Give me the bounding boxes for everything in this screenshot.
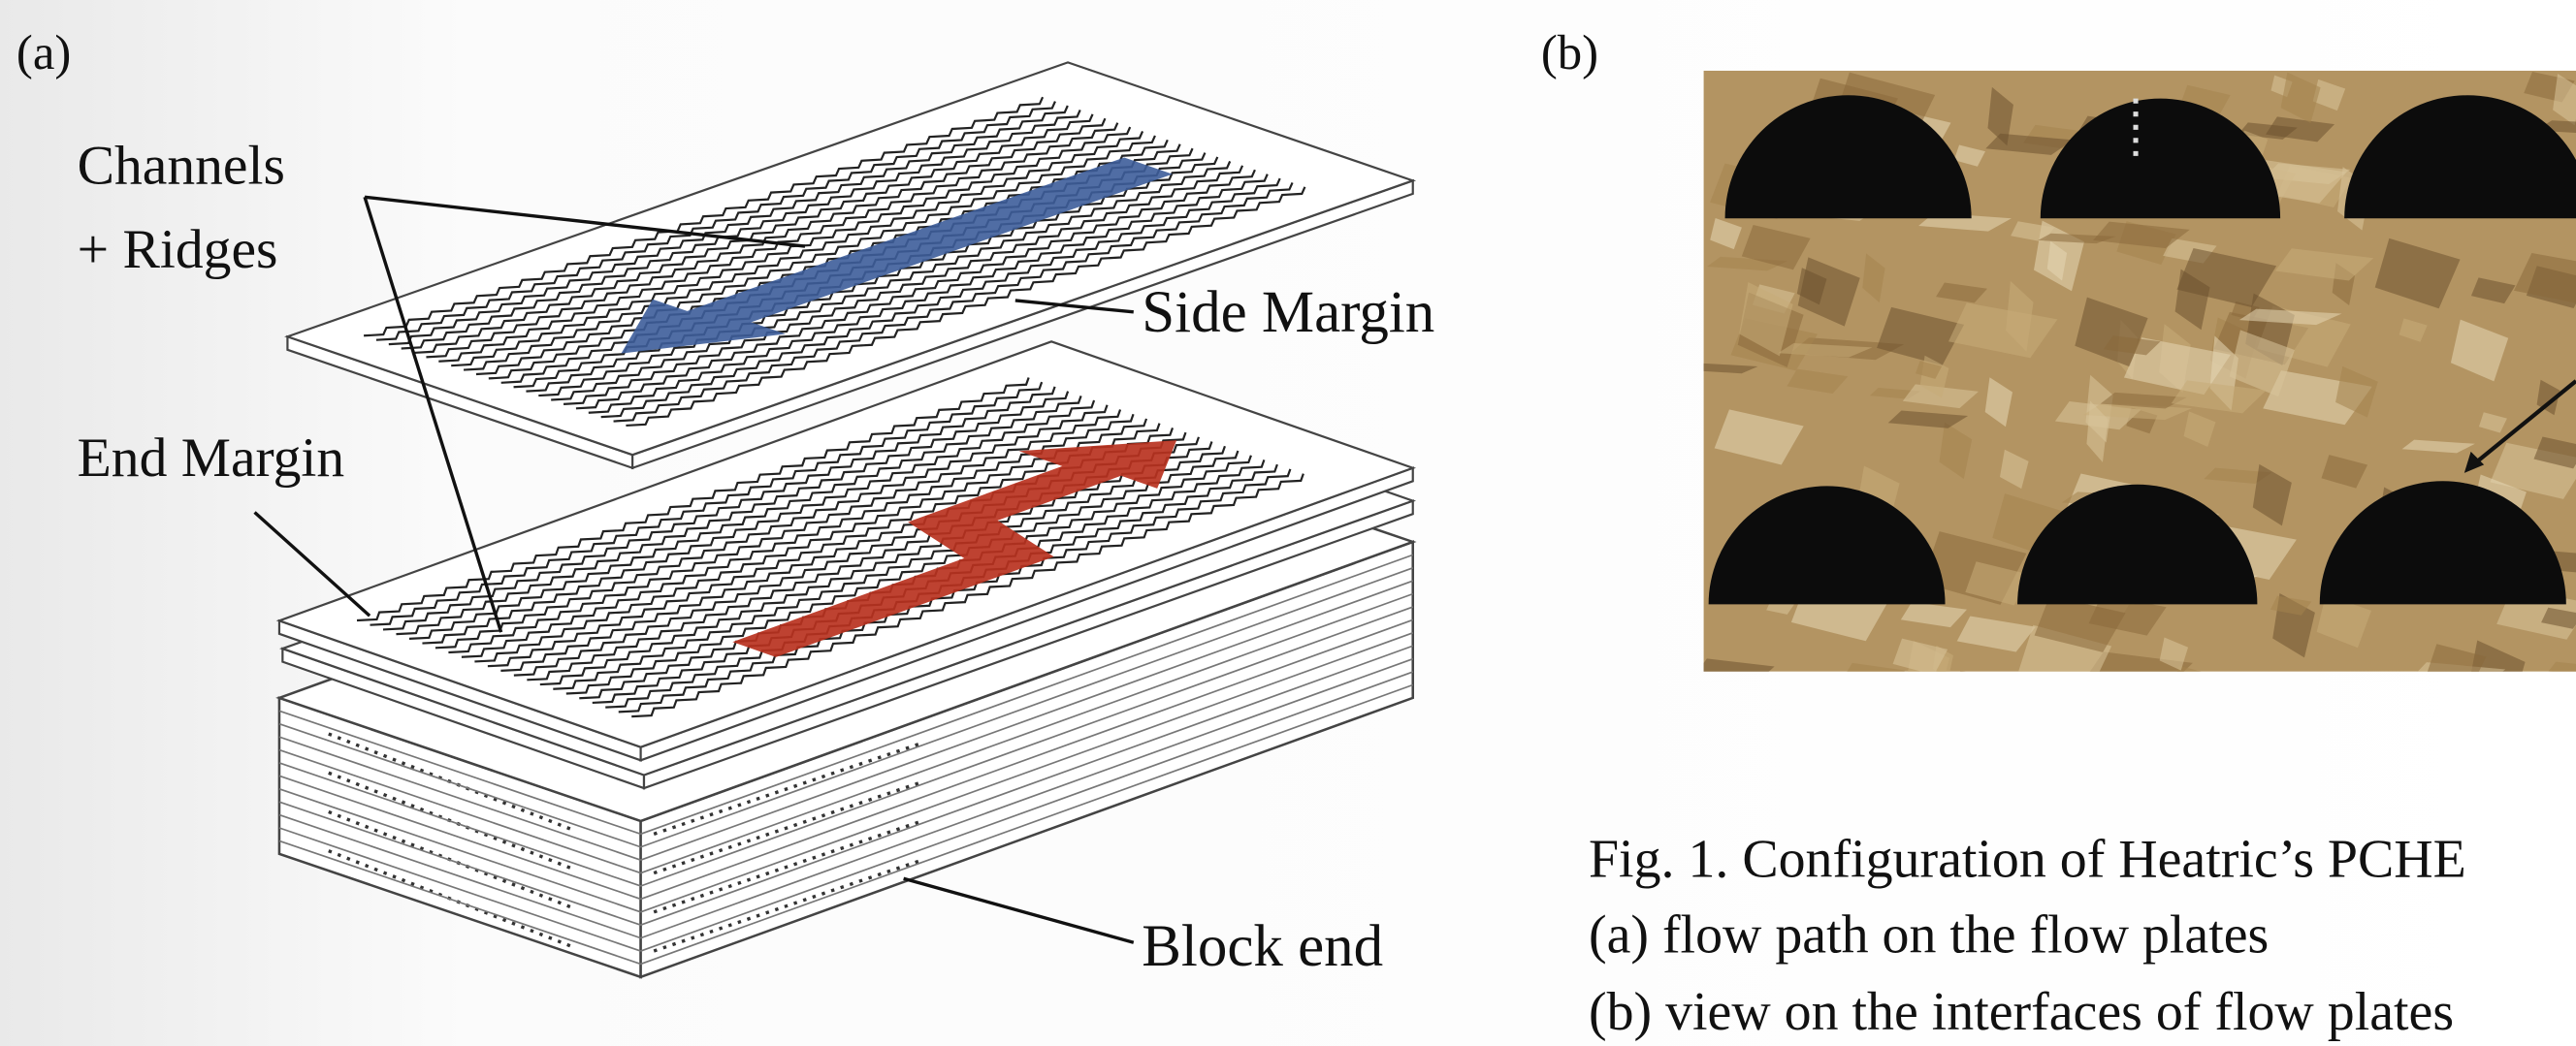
annotation: End Margin [78,428,345,489]
caption-line: Fig. 1. Configuration of Heatric’s PCHE [1589,830,2466,890]
annotation: Side Margin [1142,280,1434,345]
micrograph [1693,71,2576,730]
annotation: Block end [1142,914,1383,979]
figure: (a) Channels + Ridges Side Margin End Ma… [0,0,2576,1046]
annotation: + Ridges [78,219,278,280]
caption-line: (b) view on the interfaces of flow plate… [1589,982,2454,1042]
panel-label: (b) [1541,25,1598,79]
page: (a) Channels + Ridges Side Margin End Ma… [0,0,2576,1046]
panel-label: (a) [16,25,71,79]
annotation: Channels [78,136,285,197]
caption-line: (a) flow path on the flow plates [1589,904,2269,965]
